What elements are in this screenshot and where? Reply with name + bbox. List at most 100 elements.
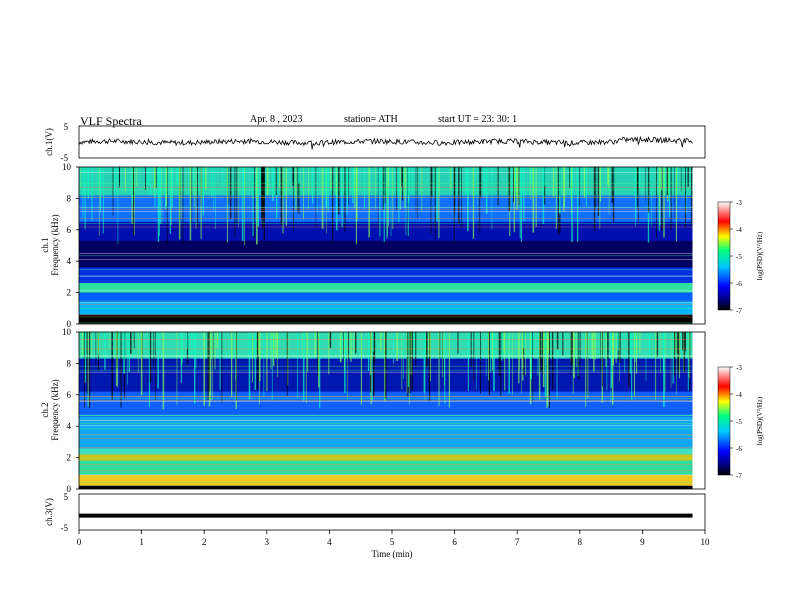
spec-burst (169, 167, 171, 234)
ch1-waveform-trace (78, 135, 693, 150)
spec-burst (658, 167, 660, 206)
spec-tone (79, 259, 693, 260)
spec-burst (600, 332, 601, 374)
spec-burst (408, 167, 410, 203)
spec-burst (599, 167, 601, 202)
spec-burst (176, 332, 178, 406)
spec-burst (248, 332, 251, 400)
date-label: Apr. 8 , 2023 (250, 114, 303, 125)
spec-burst (203, 332, 205, 406)
spec-burst (276, 332, 279, 358)
spec-burst (557, 167, 560, 236)
spec-burst (261, 167, 262, 221)
spec-tone (79, 195, 693, 197)
spec-burst (577, 332, 579, 377)
colorbar-tick-label: -7 (736, 307, 742, 315)
spec-burst (102, 167, 104, 234)
spec-burst (363, 167, 365, 209)
spec-tone (79, 172, 693, 173)
spec-burst (149, 332, 152, 383)
spec-burst (285, 167, 287, 226)
ch1-ytick-bottom: -5 (61, 153, 69, 163)
spec-tone (79, 474, 693, 476)
spec-burst (497, 167, 499, 205)
spec-burst (597, 167, 600, 216)
spec-burst (639, 167, 641, 188)
spec-band (79, 221, 693, 241)
spec-burst (382, 167, 385, 210)
ch3-waveform-panel: 5 -5 ch.3(V) (44, 492, 706, 533)
spec-burst (335, 167, 338, 195)
spec-burst (195, 332, 197, 369)
spec-tone (79, 182, 693, 184)
spec-burst (257, 167, 259, 227)
spec-burst (191, 167, 193, 224)
ch1-waveform-panel: 5 -5 ch.1(V) (44, 122, 706, 163)
spec-burst (523, 332, 525, 349)
ch3-waveform-ylabel: ch.3(V) (44, 498, 54, 526)
spec-burst (619, 332, 621, 363)
spec-burst (181, 332, 183, 363)
spec-band (79, 267, 693, 284)
spec-burst (661, 167, 663, 231)
ch1-colorbar: -3 -4 -5 -6 -7 log(PSD)(V²/Hz) (717, 199, 764, 315)
spec-burst (257, 332, 259, 382)
spec-burst (472, 167, 475, 239)
spec-band (79, 474, 693, 486)
spec-burst (676, 332, 678, 354)
time-tick-label: 5 (390, 537, 395, 547)
spec-burst (137, 332, 139, 374)
spec-burst (537, 332, 539, 376)
ch1-spectrogram-panel: 0 2 4 6 8 10 ch.1 Frequency (kHz) (40, 162, 706, 329)
spec-burst (519, 332, 520, 371)
spec-tone (79, 308, 693, 309)
spec-band (79, 485, 693, 489)
time-tick-label: 9 (640, 537, 645, 547)
spec-burst (314, 332, 317, 357)
spec-burst (180, 167, 182, 187)
spec-burst (457, 332, 459, 354)
spec-burst (311, 167, 314, 204)
spec-burst (648, 332, 651, 352)
spec-tone (79, 253, 693, 254)
spec-burst (585, 167, 587, 207)
spec-burst (664, 332, 666, 392)
spec-burst (682, 332, 684, 351)
spec-burst (408, 332, 410, 405)
ch3-waveform-frame (78, 493, 706, 531)
spec-burst (515, 167, 517, 186)
spec-burst (330, 167, 332, 189)
spec-burst (522, 332, 525, 376)
spec-burst (532, 167, 535, 233)
spec-burst (149, 167, 151, 195)
spec-burst (344, 332, 346, 393)
spec-burst (287, 332, 289, 386)
spec-burst (133, 332, 135, 349)
spec-tone (79, 470, 693, 472)
spec-burst (115, 332, 118, 386)
spec-burst (383, 167, 385, 243)
spec-burst (87, 332, 89, 407)
spec-tone (79, 414, 693, 416)
spec-burst (610, 332, 612, 388)
spec-burst (214, 332, 216, 370)
spec-tone (79, 464, 693, 465)
freq-tick-label: 0 (67, 319, 72, 329)
spec-burst (672, 332, 674, 384)
spec-burst (501, 332, 503, 361)
spec-burst (513, 167, 514, 203)
spec-burst (407, 332, 410, 387)
spec-burst (668, 167, 671, 218)
spec-burst (221, 332, 223, 404)
spec-burst (628, 332, 630, 388)
spec-burst (83, 332, 85, 355)
ch2-colorbar-label: log(PSD)(V²/Hz) (756, 396, 764, 445)
freq-tick-label: 2 (67, 453, 72, 463)
spec-burst (430, 167, 432, 234)
spec-burst (259, 332, 260, 405)
spec-burst (117, 332, 119, 388)
spec-burst (236, 167, 238, 224)
spec-burst (182, 167, 184, 244)
spec-tone (79, 401, 693, 402)
spec-burst (258, 332, 260, 356)
